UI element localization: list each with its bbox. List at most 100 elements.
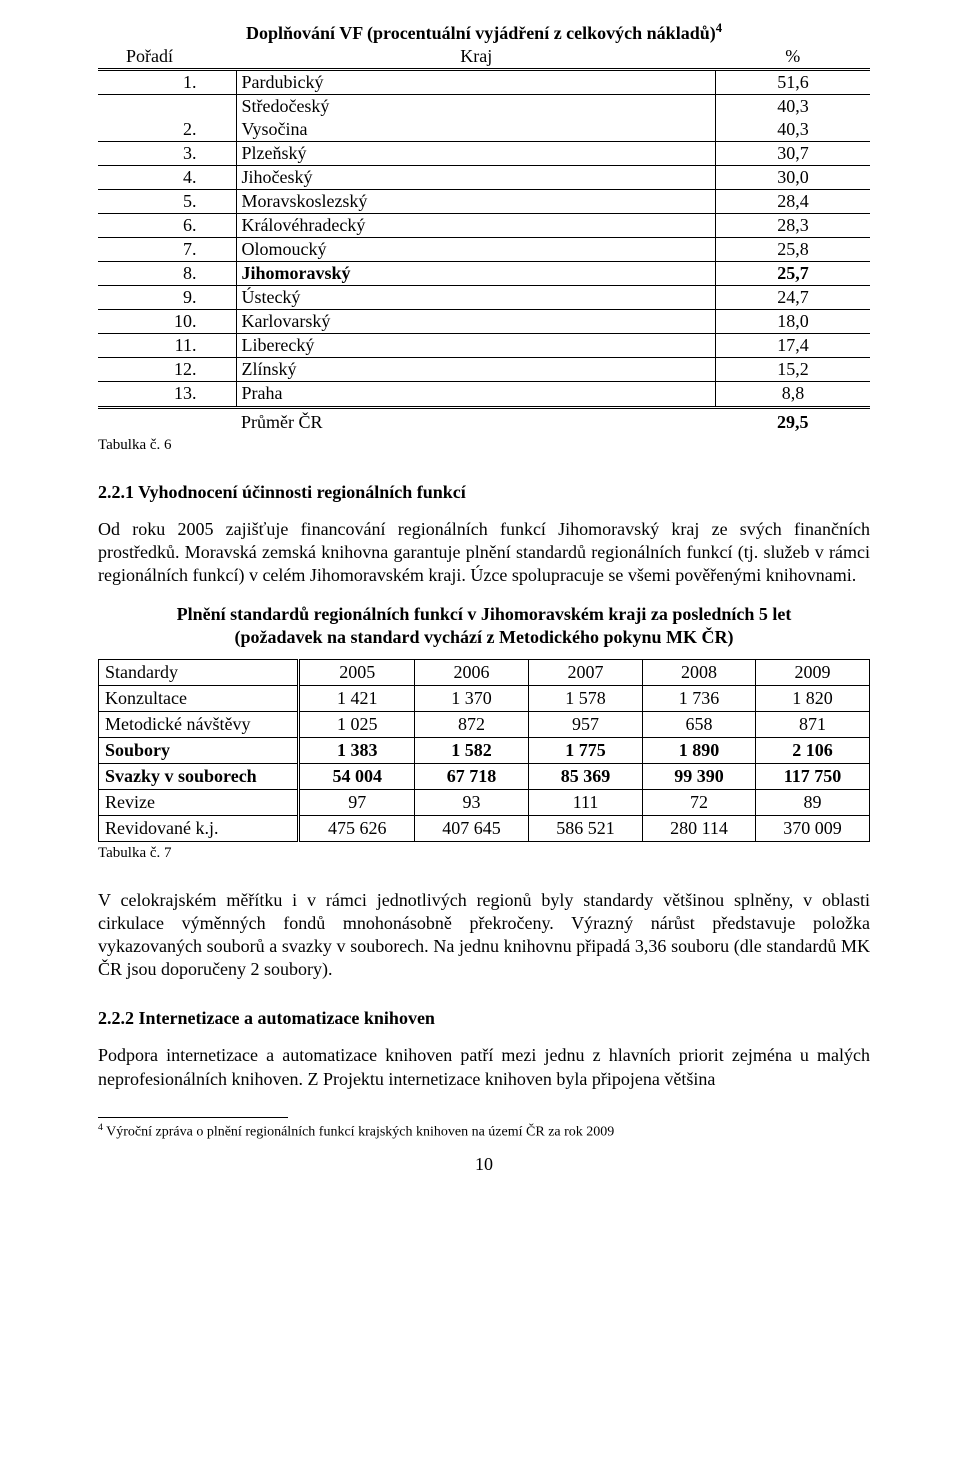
t6-h-poradi: Pořadí xyxy=(98,45,237,70)
table-row: 3.Plzeňský30,7 xyxy=(98,142,870,166)
t6-rank: 13. xyxy=(98,382,237,407)
table7-title2: (požadavek na standard vychází z Metodic… xyxy=(98,626,870,649)
table-row: Konzultace1 4211 3701 5781 7361 820 xyxy=(99,685,870,711)
t6-rank: 4. xyxy=(98,166,237,190)
t7-col-0: Standardy xyxy=(99,659,299,685)
t7-cell: 93 xyxy=(415,790,529,816)
t6-h-kraj: Kraj xyxy=(237,45,716,70)
table-row: Soubory1 3831 5821 7751 8902 106 xyxy=(99,738,870,764)
t7-col-5: 2009 xyxy=(755,659,869,685)
t6-rank xyxy=(98,95,237,119)
t6-val: 28,4 xyxy=(716,190,870,214)
table7-caption: Tabulka č. 7 xyxy=(98,844,870,863)
t6-kraj: Jihočeský xyxy=(237,166,716,190)
page-number: 10 xyxy=(98,1153,870,1176)
t6-rank: 6. xyxy=(98,214,237,238)
table-row: Středočeský40,3 xyxy=(98,95,870,119)
t6-kraj: Olomoucký xyxy=(237,238,716,262)
t7-cell: 97 xyxy=(299,790,415,816)
table-row: 7.Olomoucký25,8 xyxy=(98,238,870,262)
t7-cell: 1 025 xyxy=(299,711,415,737)
t6-avg-val: 29,5 xyxy=(716,407,870,434)
table-row: 9.Ústecký24,7 xyxy=(98,286,870,310)
table-row: Svazky v souborech54 00467 71885 36999 3… xyxy=(99,764,870,790)
t6-rank: 1. xyxy=(98,70,237,95)
t7-cell: 957 xyxy=(529,711,643,737)
t7-label: Svazky v souborech xyxy=(99,764,299,790)
t6-rank: 12. xyxy=(98,358,237,382)
table-row: 8.Jihomoravský25,7 xyxy=(98,262,870,286)
table-row: 2.Vysočina40,3 xyxy=(98,118,870,142)
t6-val: 15,2 xyxy=(716,358,870,382)
table-row: Revidované k.j.475 626407 645586 521280 … xyxy=(99,816,870,842)
t6-kraj: Praha xyxy=(237,382,716,407)
t6-rank: 7. xyxy=(98,238,237,262)
t6-val: 17,4 xyxy=(716,334,870,358)
table6-title-sup: 4 xyxy=(716,21,722,35)
t7-label: Metodické návštěvy xyxy=(99,711,299,737)
t6-val: 51,6 xyxy=(716,70,870,95)
table7-title1: Plnění standardů regionálních funkcí v J… xyxy=(98,603,870,626)
table-row: Metodické návštěvy1 025872957658871 xyxy=(99,711,870,737)
t7-cell: 658 xyxy=(643,711,756,737)
t6-rank: 2. xyxy=(98,118,237,142)
t7-cell: 1 370 xyxy=(415,685,529,711)
t6-val: 25,8 xyxy=(716,238,870,262)
t7-col-3: 2007 xyxy=(529,659,643,685)
footnote-text: Výroční zpráva o plnění regionálních fun… xyxy=(103,1124,614,1139)
t6-kraj: Středočeský xyxy=(237,95,716,119)
table-row: 12.Zlínský15,2 xyxy=(98,358,870,382)
t6-kraj: Královéhradecký xyxy=(237,214,716,238)
t7-col-2: 2006 xyxy=(415,659,529,685)
t6-h-pct: % xyxy=(716,45,870,70)
t6-kraj: Plzeňský xyxy=(237,142,716,166)
table-row: 6.Královéhradecký28,3 xyxy=(98,214,870,238)
t7-cell: 1 421 xyxy=(299,685,415,711)
table-row: 5.Moravskoslezský28,4 xyxy=(98,190,870,214)
table6: Pořadí Kraj % 1.Pardubický51,6Středočesk… xyxy=(98,45,870,434)
table6-title: Doplňování VF (procentuální vyjádření z … xyxy=(98,20,870,45)
t6-kraj: Zlínský xyxy=(237,358,716,382)
table6-head: Pořadí Kraj % xyxy=(98,45,870,70)
t7-cell: 67 718 xyxy=(415,764,529,790)
t7-cell: 54 004 xyxy=(299,764,415,790)
t7-cell: 85 369 xyxy=(529,764,643,790)
t7-cell: 89 xyxy=(755,790,869,816)
table-row: Revize97931117289 xyxy=(99,790,870,816)
table7: Standardy20052006200720082009 Konzultace… xyxy=(98,659,870,842)
t6-rank: 11. xyxy=(98,334,237,358)
t7-label: Revize xyxy=(99,790,299,816)
t7-cell: 871 xyxy=(755,711,869,737)
t7-cell: 2 106 xyxy=(755,738,869,764)
table-row: 11.Liberecký17,4 xyxy=(98,334,870,358)
t7-col-1: 2005 xyxy=(299,659,415,685)
t7-cell: 280 114 xyxy=(643,816,756,842)
t7-cell: 111 xyxy=(529,790,643,816)
t6-kraj: Vysočina xyxy=(237,118,716,142)
t6-kraj: Ústecký xyxy=(237,286,716,310)
t7-cell: 475 626 xyxy=(299,816,415,842)
p-after-t7: V celokrajském měřítku i v rámci jednotl… xyxy=(98,889,870,981)
t6-rank: 8. xyxy=(98,262,237,286)
t7-cell: 117 750 xyxy=(755,764,869,790)
t6-avg-label: Průměr ČR xyxy=(237,407,716,434)
t6-val: 24,7 xyxy=(716,286,870,310)
table-row: 10.Karlovarský18,0 xyxy=(98,310,870,334)
t6-kraj: Moravskoslezský xyxy=(237,190,716,214)
t7-head: Standardy20052006200720082009 xyxy=(99,659,870,685)
table6-title-text: Doplňování VF (procentuální vyjádření z … xyxy=(246,23,716,43)
t6-val: 40,3 xyxy=(716,118,870,142)
t7-cell: 72 xyxy=(643,790,756,816)
t6-val: 18,0 xyxy=(716,310,870,334)
table6-caption: Tabulka č. 6 xyxy=(98,436,870,455)
t6-rank: 3. xyxy=(98,142,237,166)
t7-cell: 872 xyxy=(415,711,529,737)
t7-cell: 407 645 xyxy=(415,816,529,842)
t7-cell: 1 383 xyxy=(299,738,415,764)
t7-cell: 1 582 xyxy=(415,738,529,764)
t6-kraj: Karlovarský xyxy=(237,310,716,334)
t6-rank: 9. xyxy=(98,286,237,310)
t7-cell: 586 521 xyxy=(529,816,643,842)
table-row: 4.Jihočeský30,0 xyxy=(98,166,870,190)
t6-kraj: Liberecký xyxy=(237,334,716,358)
